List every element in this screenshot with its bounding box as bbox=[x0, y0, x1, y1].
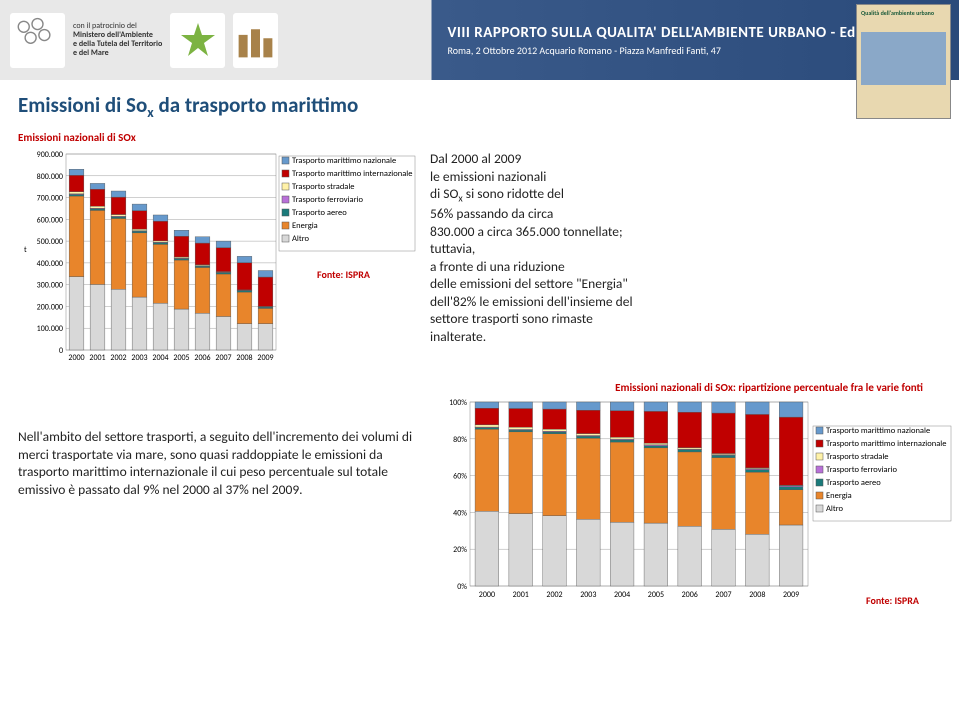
svg-text:Trasporto marittimo nazionale: Trasporto marittimo nazionale bbox=[826, 426, 930, 436]
svg-text:20%: 20% bbox=[453, 545, 467, 555]
svg-text:2000: 2000 bbox=[68, 353, 84, 363]
svg-text:2000: 2000 bbox=[479, 590, 495, 600]
svg-text:200.000: 200.000 bbox=[37, 303, 63, 313]
chart2-svg: 0% 20% 40% 60% 80% 100% 2000 2001 2002 2003 2004 20… bbox=[436, 398, 956, 608]
chart2-subtitle: Emissioni nazionali di SOx: ripartizione… bbox=[18, 381, 923, 394]
svg-text:2007: 2007 bbox=[715, 590, 731, 600]
svg-text:2001: 2001 bbox=[89, 353, 105, 363]
svg-text:Trasporto ferroviario: Trasporto ferroviario bbox=[826, 465, 898, 475]
svg-text:2003: 2003 bbox=[580, 590, 596, 600]
svg-text:2001: 2001 bbox=[513, 590, 529, 600]
svg-text:Trasporto aereo: Trasporto aereo bbox=[292, 208, 347, 218]
chart2-container: 0% 20% 40% 60% 80% 100% 2000 2001 2002 2003 2004 20… bbox=[436, 398, 941, 613]
svg-text:300.000: 300.000 bbox=[37, 281, 63, 291]
svg-text:0%: 0% bbox=[457, 582, 467, 592]
svg-text:t: t bbox=[24, 245, 27, 255]
chart1-container: 0 100.000 200.000 300.000 400.000 500.000 600.… bbox=[18, 148, 418, 373]
snpa-logo bbox=[10, 13, 65, 68]
patrocinio-text: con il patrocinio del Ministero dell'Amb… bbox=[73, 22, 162, 57]
svg-text:Trasporto stradale: Trasporto stradale bbox=[292, 182, 355, 192]
svg-text:40%: 40% bbox=[453, 509, 467, 519]
svg-text:Trasporto marittimo nazionale: Trasporto marittimo nazionale bbox=[292, 156, 396, 166]
svg-text:Altro: Altro bbox=[826, 504, 844, 514]
svg-text:800.000: 800.000 bbox=[37, 172, 63, 182]
paragraph-left: Nell'ambito del settore trasporti, a seg… bbox=[18, 398, 418, 613]
svg-text:60%: 60% bbox=[453, 472, 467, 482]
svg-text:Trasporto aereo: Trasporto aereo bbox=[826, 478, 881, 488]
svg-text:Trasporto ferroviario: Trasporto ferroviario bbox=[292, 195, 364, 205]
svg-text:Trasporto marittimo internazio: Trasporto marittimo internazionale bbox=[292, 169, 412, 179]
svg-text:Energia: Energia bbox=[826, 491, 852, 501]
svg-text:100%: 100% bbox=[449, 398, 467, 408]
svg-text:Trasporto stradale: Trasporto stradale bbox=[826, 452, 889, 462]
header-left: con il patrocinio del Ministero dell'Amb… bbox=[10, 13, 433, 68]
star-logo bbox=[170, 13, 225, 68]
svg-text:2006: 2006 bbox=[682, 590, 698, 600]
row-2: Nell'ambito del settore trasporti, a seg… bbox=[18, 398, 941, 613]
chart1-subtitle: Emissioni nazionali di SOx bbox=[18, 131, 941, 144]
svg-text:Trasporto marittimo internazio: Trasporto marittimo internazionale bbox=[826, 439, 946, 449]
title-p1: Emissioni di So bbox=[18, 92, 147, 118]
svg-text:100.000: 100.000 bbox=[37, 324, 63, 334]
chart1-svg: 0 100.000 200.000 300.000 400.000 500.000 600.… bbox=[18, 148, 418, 368]
book-cover: Qualità dell'ambiente urbano bbox=[856, 4, 951, 119]
book-title: Qualità dell'ambiente urbano bbox=[861, 9, 946, 17]
anci-logo bbox=[233, 13, 278, 68]
svg-text:2008: 2008 bbox=[749, 590, 765, 600]
svg-text:2003: 2003 bbox=[131, 353, 147, 363]
row-1: 0 100.000 200.000 300.000 400.000 500.000 600.… bbox=[18, 148, 941, 373]
svg-text:2005: 2005 bbox=[648, 590, 664, 600]
svg-text:Fonte: ISPRA: Fonte: ISPRA bbox=[866, 594, 920, 607]
svg-text:2004: 2004 bbox=[614, 590, 630, 600]
svg-text:2007: 2007 bbox=[215, 353, 231, 363]
svg-text:Fonte: ISPRA: Fonte: ISPRA bbox=[317, 268, 371, 281]
svg-text:2004: 2004 bbox=[152, 353, 168, 363]
svg-text:Energia: Energia bbox=[292, 221, 318, 231]
svg-text:2008: 2008 bbox=[236, 353, 252, 363]
svg-text:900.000: 900.000 bbox=[37, 150, 63, 160]
ministero-3: e del Mare bbox=[73, 49, 162, 58]
svg-text:2002: 2002 bbox=[546, 590, 562, 600]
svg-text:2005: 2005 bbox=[173, 353, 189, 363]
main-content: Emissioni di Sox da trasporto marittimo … bbox=[0, 80, 959, 613]
svg-text:2009: 2009 bbox=[783, 590, 799, 600]
paragraph-right: Dal 2000 al 2009le emissioni nazionalidi… bbox=[430, 148, 941, 345]
svg-text:600.000: 600.000 bbox=[37, 216, 63, 226]
page-title: Emissioni di Sox da trasporto marittimo bbox=[18, 92, 941, 121]
svg-text:0: 0 bbox=[59, 346, 63, 356]
svg-text:2006: 2006 bbox=[194, 353, 210, 363]
page-header: con il patrocinio del Ministero dell'Amb… bbox=[0, 0, 959, 80]
svg-text:500.000: 500.000 bbox=[37, 237, 63, 247]
title-p2: da trasporto marittimo bbox=[154, 92, 359, 118]
svg-text:80%: 80% bbox=[453, 435, 467, 445]
svg-text:Altro: Altro bbox=[292, 234, 310, 244]
svg-text:2002: 2002 bbox=[110, 353, 126, 363]
svg-text:700.000: 700.000 bbox=[37, 194, 63, 204]
svg-text:400.000: 400.000 bbox=[37, 259, 63, 269]
svg-text:2009: 2009 bbox=[257, 353, 273, 363]
